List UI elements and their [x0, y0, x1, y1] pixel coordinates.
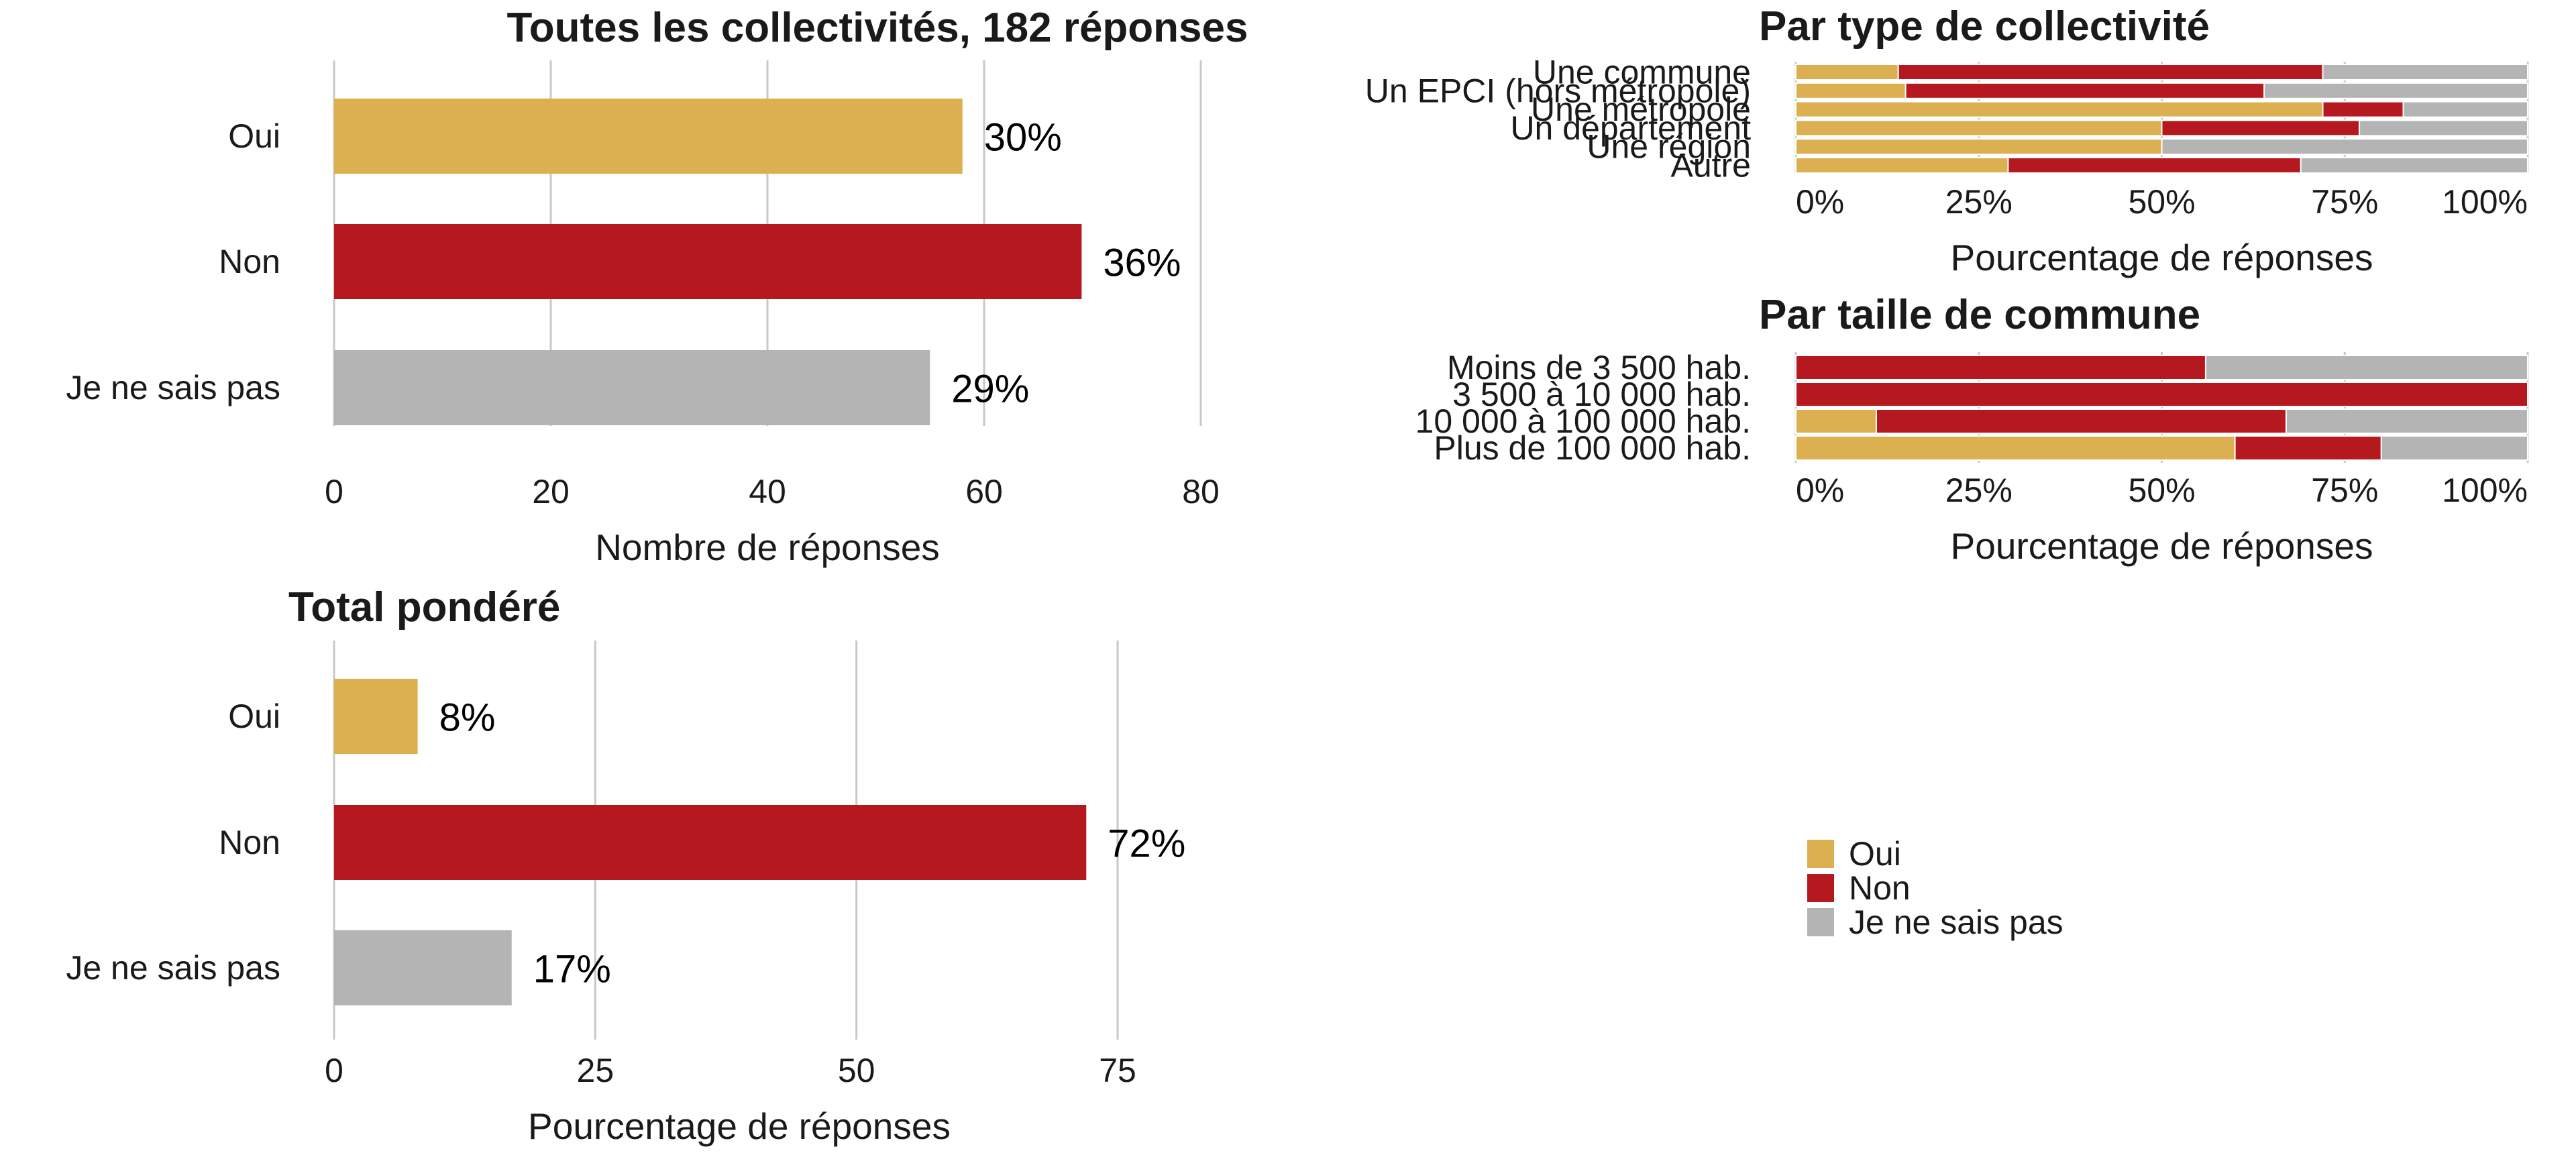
stacked-bar-segment	[2322, 101, 2404, 118]
category-label: Un EPCI (hors métropole)	[1365, 72, 1751, 109]
category-label: Oui	[228, 698, 280, 735]
category-label: Non	[219, 824, 280, 861]
category-label: 3 500 à 10 000 hab.	[1452, 376, 1751, 413]
stacked-bar-segment	[2359, 119, 2529, 137]
legend-label: Oui	[1849, 835, 1901, 873]
legend-swatch	[1807, 840, 1834, 868]
x-tick-label: 0	[325, 473, 343, 510]
chart-panel-pondere: 0 25 50 75 Oui 8% Non 72% Je ne sais pas 17% Total…	[66, 584, 1185, 1147]
x-axis-label: Pourcentage de réponses	[528, 1105, 951, 1147]
chart-title: Par type de collectivité	[1759, 3, 2210, 50]
legend-swatch	[1807, 874, 1834, 902]
data-label: 29%	[951, 368, 1029, 411]
stacked-bar-segment	[1795, 82, 1907, 99]
x-axis-label: Pourcentage de réponses	[1951, 525, 2373, 567]
stacked-bar-segment	[2402, 101, 2529, 118]
stacked-bar-segment	[2380, 435, 2529, 461]
stacked-bar-segment	[2007, 157, 2302, 174]
stacked-bar-segment	[1795, 408, 1878, 434]
x-tick-label: 20	[532, 473, 570, 510]
category-label: Une commune	[1533, 54, 1751, 91]
stacked-bar-segment	[2161, 138, 2528, 156]
chart-title: Toutes les collectivités, 182 réponses	[506, 5, 1248, 51]
stacked-bar-segment	[1795, 138, 2163, 156]
stacked-bar-segment	[1795, 382, 2528, 407]
x-tick-label: 100%	[2442, 183, 2528, 221]
stacked-bar-segment	[1904, 82, 2265, 99]
bar	[334, 805, 1087, 880]
stacked-bar-segment	[2322, 64, 2529, 80]
x-tick-label: 40	[749, 473, 786, 510]
category-label: Je ne sais pas	[66, 949, 280, 987]
category-label: Plus de 100 000 hab.	[1434, 429, 1751, 467]
category-label: Autre	[1670, 147, 1751, 184]
bar	[334, 930, 512, 1005]
category-label: 10 000 à 100 000 hab.	[1415, 402, 1751, 440]
bar	[334, 99, 963, 174]
x-tick-label: 50%	[2128, 183, 2195, 221]
bar	[334, 224, 1082, 299]
category-label: Une métropole	[1531, 91, 1751, 128]
stacked-bar-segment	[2161, 119, 2361, 137]
chart-panel-total: 0 20 40 60 80 Oui 30% Non 36% Je ne sais pas 29% To…	[66, 5, 1248, 568]
x-tick-label: 25%	[1945, 472, 2012, 509]
stacked-bar-segment	[2263, 82, 2528, 99]
legend-label: Je ne sais pas	[1849, 903, 2063, 941]
stacked-bar-segment	[1795, 435, 2236, 461]
chart-title: Total pondéré	[288, 584, 560, 630]
bar	[334, 679, 418, 754]
bar	[334, 350, 930, 425]
category-label: Non	[219, 243, 280, 280]
category-label: Un département	[1510, 109, 1751, 147]
x-tick-label: 75	[1099, 1052, 1136, 1089]
category-label: Je ne sais pas	[66, 369, 280, 406]
data-label: 36%	[1103, 241, 1181, 285]
chart-title: Par taille de commune	[1759, 292, 2200, 338]
stacked-bar-segment	[1876, 408, 2287, 434]
x-tick-label: 60	[965, 473, 1003, 510]
stacked-bar-segment	[1795, 101, 2324, 118]
x-axis-label: Nombre de réponses	[595, 527, 940, 568]
stacked-bar-segment	[1795, 64, 1899, 80]
chart-panel-taille: Moins de 3 500 hab.3 500 à 10 000 hab.10…	[1415, 292, 2529, 567]
x-tick-label: 25%	[1945, 183, 2012, 221]
x-tick-label: 75%	[2311, 183, 2378, 221]
x-tick-label: 50	[838, 1052, 875, 1089]
x-tick-label: 50%	[2128, 472, 2195, 509]
category-label: Moins de 3 500 hab.	[1447, 349, 1751, 386]
legend-label: Non	[1849, 869, 1911, 907]
x-tick-label: 100%	[2442, 472, 2528, 509]
stacked-bar-segment	[2300, 157, 2529, 174]
stacked-bar-segment	[2234, 435, 2382, 461]
x-tick-label: 0	[325, 1052, 343, 1089]
category-label: Oui	[228, 117, 280, 155]
stacked-bar-segment	[1897, 64, 2324, 80]
data-label: 30%	[984, 116, 1062, 160]
x-tick-label: 25	[577, 1052, 614, 1089]
stacked-bar-segment	[2285, 408, 2528, 434]
x-tick-label: 75%	[2311, 472, 2378, 509]
x-tick-label: 0%	[1796, 472, 1844, 509]
data-label: 17%	[533, 948, 611, 991]
x-tick-label: 80	[1182, 473, 1220, 510]
legend-swatch	[1807, 908, 1834, 936]
stacked-bar-segment	[2204, 355, 2528, 380]
x-axis-label: Pourcentage de réponses	[1951, 237, 2373, 278]
data-label: 8%	[439, 696, 496, 740]
x-tick-label: 0%	[1796, 183, 1844, 221]
stacked-bar-segment	[1795, 157, 2009, 174]
stacked-bar-segment	[1795, 119, 2163, 137]
category-label: Une région	[1587, 128, 1751, 166]
data-label: 72%	[1108, 822, 1185, 866]
stacked-bar-segment	[1795, 355, 2206, 380]
